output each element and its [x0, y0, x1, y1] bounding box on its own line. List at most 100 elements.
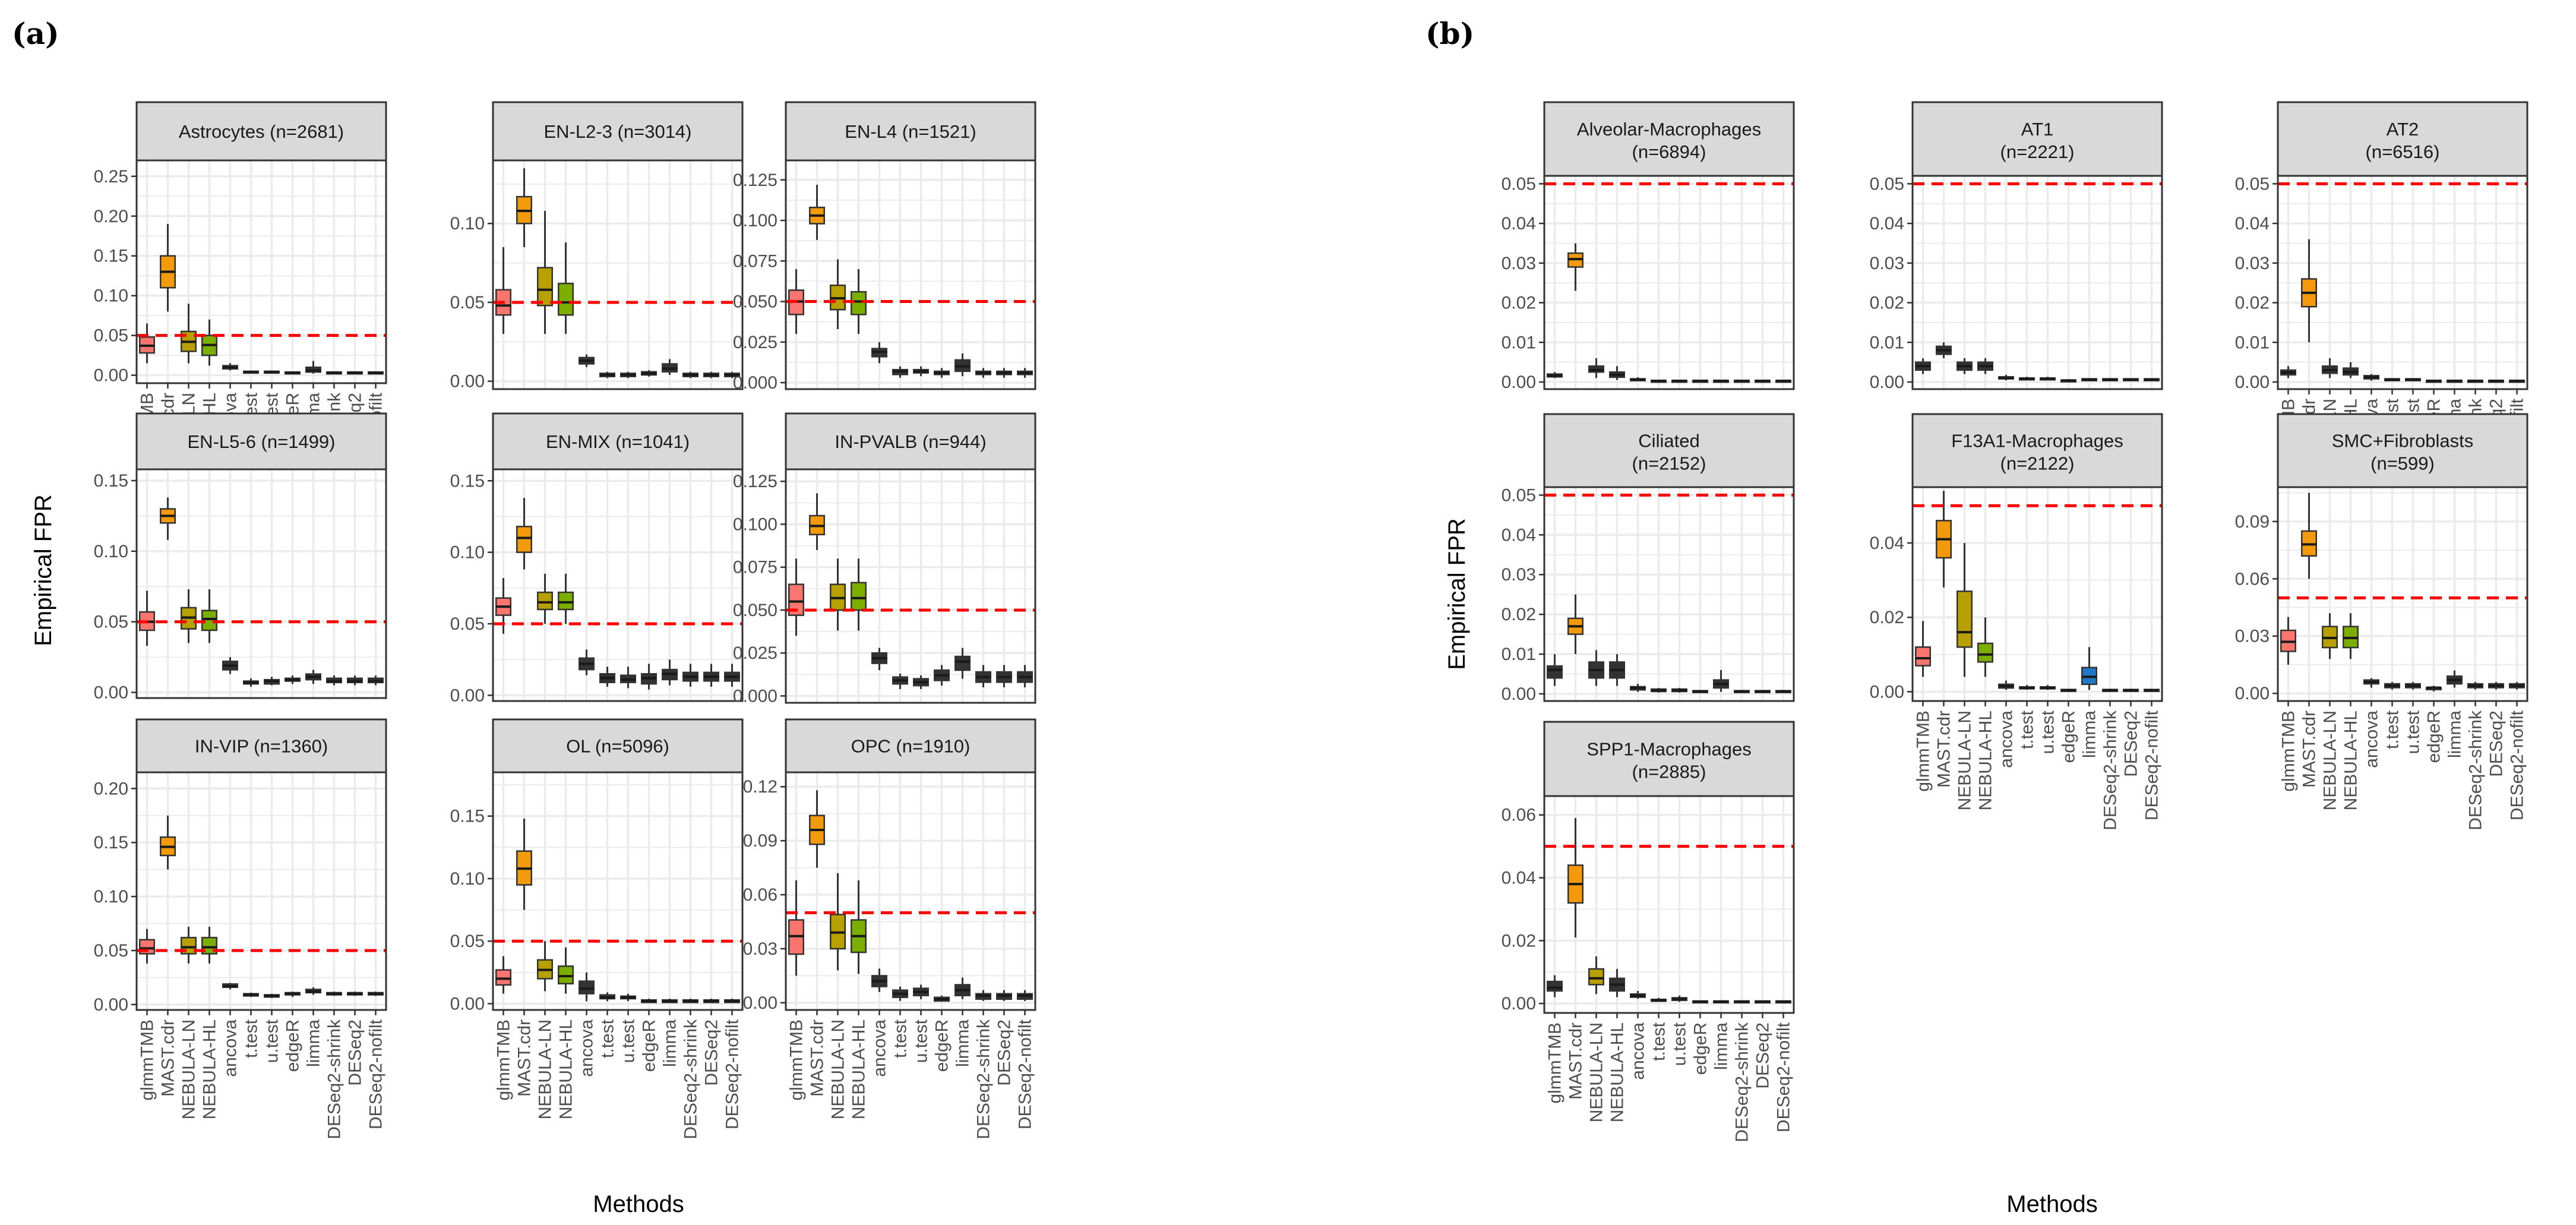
facet-6: IN-VIP (n=1360) 0.00 0.05 0.10 0.15 0.20 glmmT…: [94, 718, 387, 1139]
y-tick-label: 0.00: [743, 993, 777, 1013]
y-tick-label: 0.05: [450, 932, 485, 951]
facet-border: [135, 771, 387, 1011]
facet-13: F13A1-Macrophages(n=2122) 0.00 0.02 0.04 glm…: [1870, 413, 2163, 831]
x-tick-label: DESeq2: [995, 1019, 1014, 1086]
facet-border: [492, 159, 744, 390]
facet-title: SMC+Fibroblasts: [2332, 431, 2474, 452]
facet-panel: [137, 469, 386, 698]
x-tick-label: NEBULA-HL: [1976, 711, 1996, 810]
x-tick-label: ancova: [221, 1019, 241, 1077]
y-tick-label: 0.075: [733, 558, 777, 577]
y-tick-label: 0.03: [2235, 627, 2270, 646]
x-tick-label: ancova: [577, 1019, 597, 1077]
facet-subtitle: (n=6516): [2366, 141, 2440, 162]
x-axis-title-b: Methods: [2006, 1191, 2097, 1217]
facet-panel: [493, 160, 742, 389]
facet-strip: [492, 718, 744, 773]
x-tick-label: DESeq2: [346, 1019, 365, 1086]
facet-strip: [135, 101, 387, 162]
x-tick-label: DESeq2-shrink: [325, 1019, 344, 1139]
y-tick-label: 0.03: [743, 939, 777, 959]
y-tick-label: 0.02: [2235, 293, 2270, 313]
y-axis-title-b: Empirical FPR: [1444, 518, 1470, 670]
y-tick-label: 0.000: [733, 686, 777, 706]
facet-panel: [786, 160, 1035, 389]
y-tick-label: 0.04: [1502, 525, 1536, 545]
facet-border: [785, 771, 1036, 1011]
y-tick-label: 0.00: [450, 994, 485, 1014]
facet-strip: [785, 101, 1036, 162]
y-tick-label: 0.025: [733, 643, 777, 663]
facet-strip: [785, 718, 1036, 773]
facet-panel: [137, 772, 386, 1010]
box-NEBULA-HL: [851, 291, 867, 315]
facet-border: [492, 771, 744, 1011]
y-tick-label: 0.000: [733, 373, 777, 393]
y-tick-label: 0.02: [1870, 293, 1904, 313]
facet-title: Astrocytes (n=2681): [179, 121, 344, 142]
x-tick-label: DESeq2: [2122, 711, 2141, 777]
x-tick-label: NEBULA-HL: [849, 1019, 869, 1119]
x-tick-label: NEBULA-LN: [2321, 711, 2340, 810]
facet-subtitle: (n=2152): [1632, 453, 1706, 474]
box-NEBULA-LN: [1957, 591, 1973, 648]
x-tick-label: ancova: [870, 1019, 890, 1077]
x-tick-label: edgeR: [2059, 711, 2079, 763]
x-tick-label: DESeq2-nofilt: [723, 1019, 742, 1129]
facet-border: [135, 468, 387, 699]
x-tick-label: NEBULA-HL: [2341, 711, 2361, 810]
x-tick-label: DESeq2-shrink: [1733, 1022, 1752, 1142]
facet-strip: [1543, 101, 1795, 177]
y-tick-label: 0.00: [94, 683, 128, 702]
facet-title: Ciliated: [1638, 431, 1699, 452]
y-tick-label: 0.15: [94, 471, 128, 491]
y-tick-label: 0.01: [2235, 333, 2270, 352]
y-tick-label: 0.15: [450, 807, 485, 826]
x-tick-label: ancova: [1997, 711, 2016, 768]
facet-title: IN-VIP (n=1360): [195, 736, 328, 757]
x-tick-label: MAST.cdr: [159, 1019, 178, 1097]
facet-4: EN-MIX (n=1041) 0.00 0.05 0.10 0.15: [450, 412, 744, 705]
facet-border: [1911, 175, 2163, 390]
x-tick-label: glmmTMB: [1914, 711, 1933, 792]
x-tick-label: NEBULA-HL: [1608, 1022, 1627, 1122]
facet-10: AT1(n=2221) 0.00 0.01 0.02 0.03 0.04 0.05: [1870, 101, 2163, 392]
facet-title: OPC (n=1910): [851, 736, 971, 757]
x-tick-label: MAST.cdr: [1935, 711, 1954, 788]
box-NEBULA-HL: [558, 591, 574, 611]
y-tick-label: 0.09: [743, 831, 777, 851]
x-tick-label: t.test: [242, 1019, 261, 1058]
facet-subtitle: (n=2221): [2000, 141, 2075, 162]
y-tick-label: 0.04: [1502, 214, 1536, 233]
facet-1: EN-L2-3 (n=3014) 0.00 0.05 0.10: [450, 101, 744, 392]
x-tick-label: ancova: [2362, 711, 2382, 768]
y-tick-label: 0.06: [2235, 569, 2270, 589]
x-tick-label: limma: [2080, 711, 2100, 758]
x-tick-label: ancova: [1629, 1022, 1648, 1080]
y-tick-label: 0.02: [1502, 931, 1536, 951]
facet-strip: [1911, 101, 2163, 177]
x-tick-label: edgeR: [640, 1019, 659, 1072]
x-tick-label: NEBULA-LN: [536, 1019, 555, 1119]
x-tick-label: t.test: [891, 1019, 911, 1058]
facet-border: [1543, 795, 1795, 1014]
facet-panel: [2278, 487, 2527, 701]
facet-title: EN-L4 (n=1521): [845, 121, 976, 142]
facet-border: [1543, 486, 1795, 702]
x-tick-label: t.test: [1649, 1022, 1669, 1061]
y-tick-label: 0.06: [743, 885, 777, 905]
x-tick-label: MAST.cdr: [1566, 1022, 1586, 1100]
x-tick-label: NEBULA-LN: [179, 1019, 199, 1119]
box-glmmTMB: [1547, 980, 1563, 992]
facet-strip: [2277, 101, 2528, 177]
x-tick-label: edgeR: [1691, 1022, 1711, 1075]
y-tick-label: 0.01: [1870, 333, 1904, 352]
x-tick-label: u.test: [912, 1019, 931, 1063]
x-tick-label: u.test: [2038, 710, 2058, 754]
y-tick-label: 0.09: [2235, 512, 2270, 532]
facet-strip: [1911, 413, 2163, 488]
x-tick-label: DESeq2-shrink: [974, 1019, 994, 1139]
y-tick-label: 0.100: [733, 211, 777, 231]
y-tick-label: 0.20: [94, 207, 128, 226]
